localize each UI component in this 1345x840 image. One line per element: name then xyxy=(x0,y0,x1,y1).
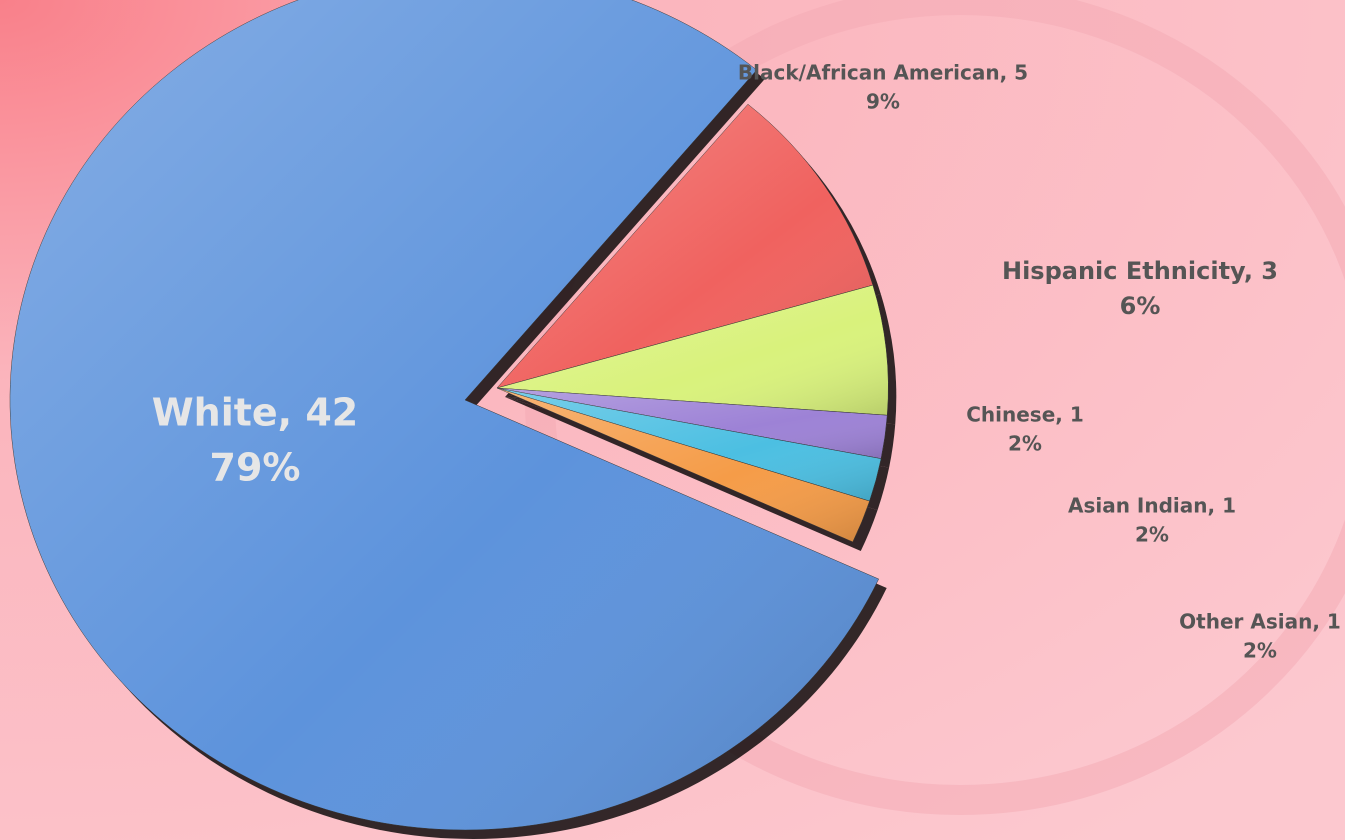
slice-percent: 2% xyxy=(1243,639,1277,663)
slice-percent: 9% xyxy=(866,90,900,114)
chart: White, 42 79% Black/African American, 5 9% H… xyxy=(0,0,1345,840)
slice-label: White, 42 xyxy=(152,391,358,435)
slice-percent: 2% xyxy=(1135,523,1169,547)
slice-label: Chinese, 1 xyxy=(966,403,1084,427)
slice-percent: 6% xyxy=(1120,292,1161,320)
slice-label: Other Asian, 1 xyxy=(1179,610,1341,634)
page: White, 42 79% Black/African American, 5 9% H… xyxy=(0,0,1345,840)
slice-label: Asian Indian, 1 xyxy=(1068,494,1236,518)
slice-label: Black/African American, 5 xyxy=(738,61,1028,85)
slice-label: Hispanic Ethnicity, 3 xyxy=(1002,257,1278,285)
slice-percent: 79% xyxy=(210,446,301,490)
slice-percent: 2% xyxy=(1008,432,1042,456)
